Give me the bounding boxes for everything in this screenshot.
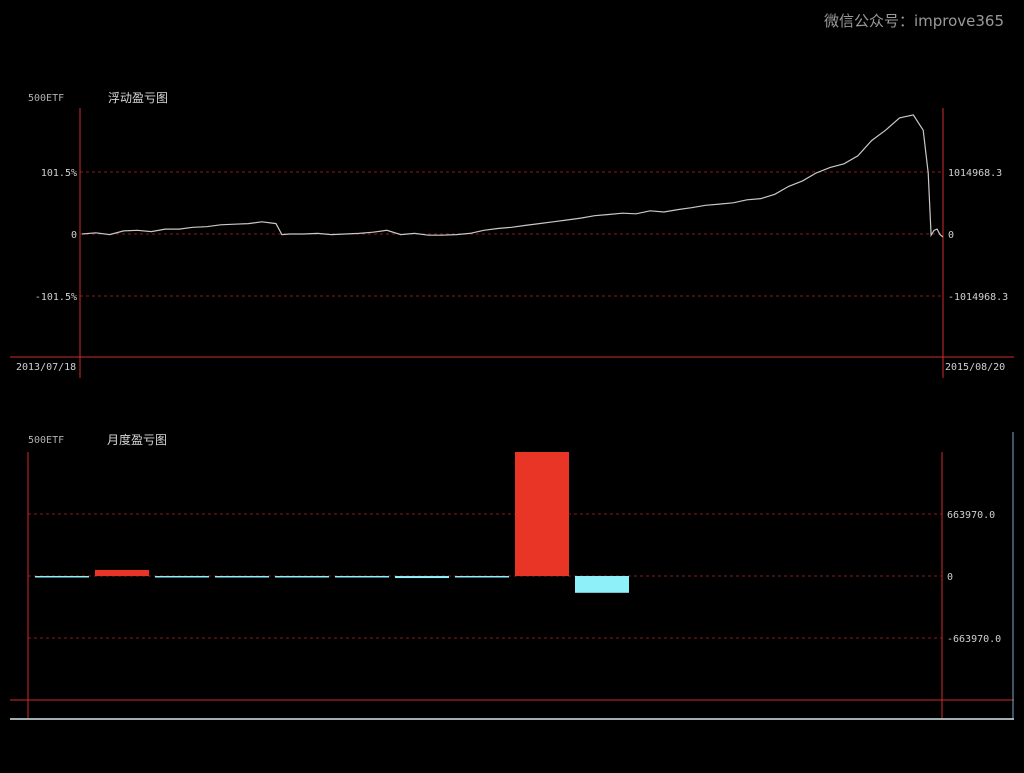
chart-title: 月度盈亏图 [107,432,167,447]
bar [155,576,209,578]
watermark: 微信公众号：improve365 [823,12,1004,30]
bar [455,576,509,578]
right-tick-label: 0 [947,572,953,583]
left-tick-label: 0 [71,230,77,241]
chart-title: 浮动盈亏图 [108,91,168,105]
x-start-label: 2013/07/18 [16,362,76,373]
chart-symbol: 500ETF [28,93,64,104]
right-tick-label: 0 [948,230,954,241]
right-tick-label: -1014968.3 [948,292,1008,303]
left-tick-label: 101.5% [41,168,77,179]
x-end-label: 2015/08/20 [945,362,1005,373]
bar [35,576,89,578]
bar [335,576,389,578]
bar [515,452,569,576]
right-tick-label: 663970.0 [947,510,995,521]
bar [395,576,449,579]
pnl-line [81,114,944,238]
right-tick-label: 1014968.3 [948,168,1002,179]
bar [95,569,149,576]
bar [215,576,269,578]
right-tick-label: -663970.0 [947,634,1001,645]
bar [275,576,329,578]
chart-symbol: 500ETF [28,435,64,446]
bar [575,576,629,593]
left-tick-label: -101.5% [35,292,77,303]
